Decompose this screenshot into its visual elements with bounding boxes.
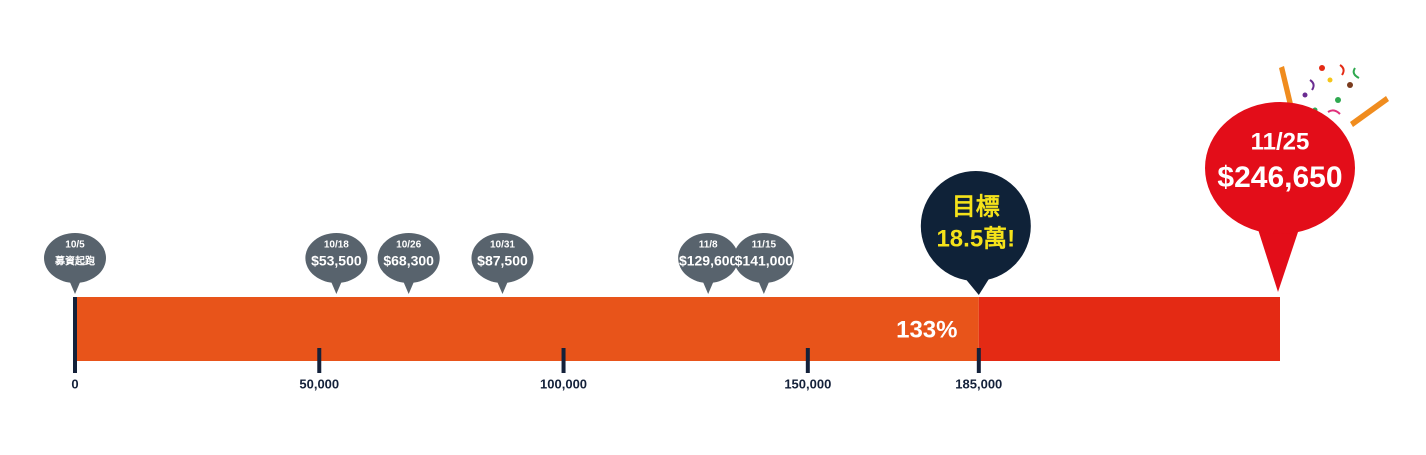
milestone-amount: 募資起跑 [54,255,95,268]
milestone-bubble [757,280,770,294]
milestone-amount: $87,500 [477,253,528,269]
milestone-amount: $129,600 [679,253,738,269]
goal-bubble-body [920,171,1031,281]
milestone-date: 10/18 [324,240,349,251]
final-amount: $246,650 [1217,161,1342,194]
milestone-bubble-body [678,233,739,283]
x-tick-label: 185,000 [955,376,1002,391]
milestone-bubble-body [305,233,368,283]
milestone-date: 10/5 [65,240,85,251]
milestone-bubble-body [377,233,440,283]
final-bubble [1255,220,1302,292]
goal-label: 18.5萬! [936,225,1015,252]
milestone-bubble [330,280,343,294]
milestone-bubble [496,280,509,294]
percent-label: 133% [896,316,957,343]
progress-bar-excess [978,297,1280,361]
milestone-amount: $141,000 [735,253,794,269]
final-date: 11/25 [1251,128,1310,155]
milestone-amount: $53,500 [311,253,362,269]
final-bubble-body [1205,102,1355,234]
milestone-date: 10/26 [396,240,421,251]
milestone-date: 11/15 [752,240,777,251]
x-tick-label: 50,000 [299,376,339,391]
confetti [1279,64,1389,127]
milestone-amount: $68,300 [383,253,434,269]
milestone-date: 10/31 [490,240,515,251]
x-tick-label: 100,000 [540,376,587,391]
milestone-bubble [69,280,81,294]
milestone-bubble-body [733,233,794,283]
milestone-bubble-body [44,233,106,283]
milestone-date: 11/8 [699,240,718,251]
milestone-bubble [702,280,715,294]
goal-title: 目標 [952,193,1000,220]
milestone-bubble [402,280,415,294]
x-tick-label: 0 [71,376,78,391]
milestone-bubble-body [471,233,534,283]
x-tick-label: 150,000 [784,376,831,391]
progress-bar [75,297,979,361]
